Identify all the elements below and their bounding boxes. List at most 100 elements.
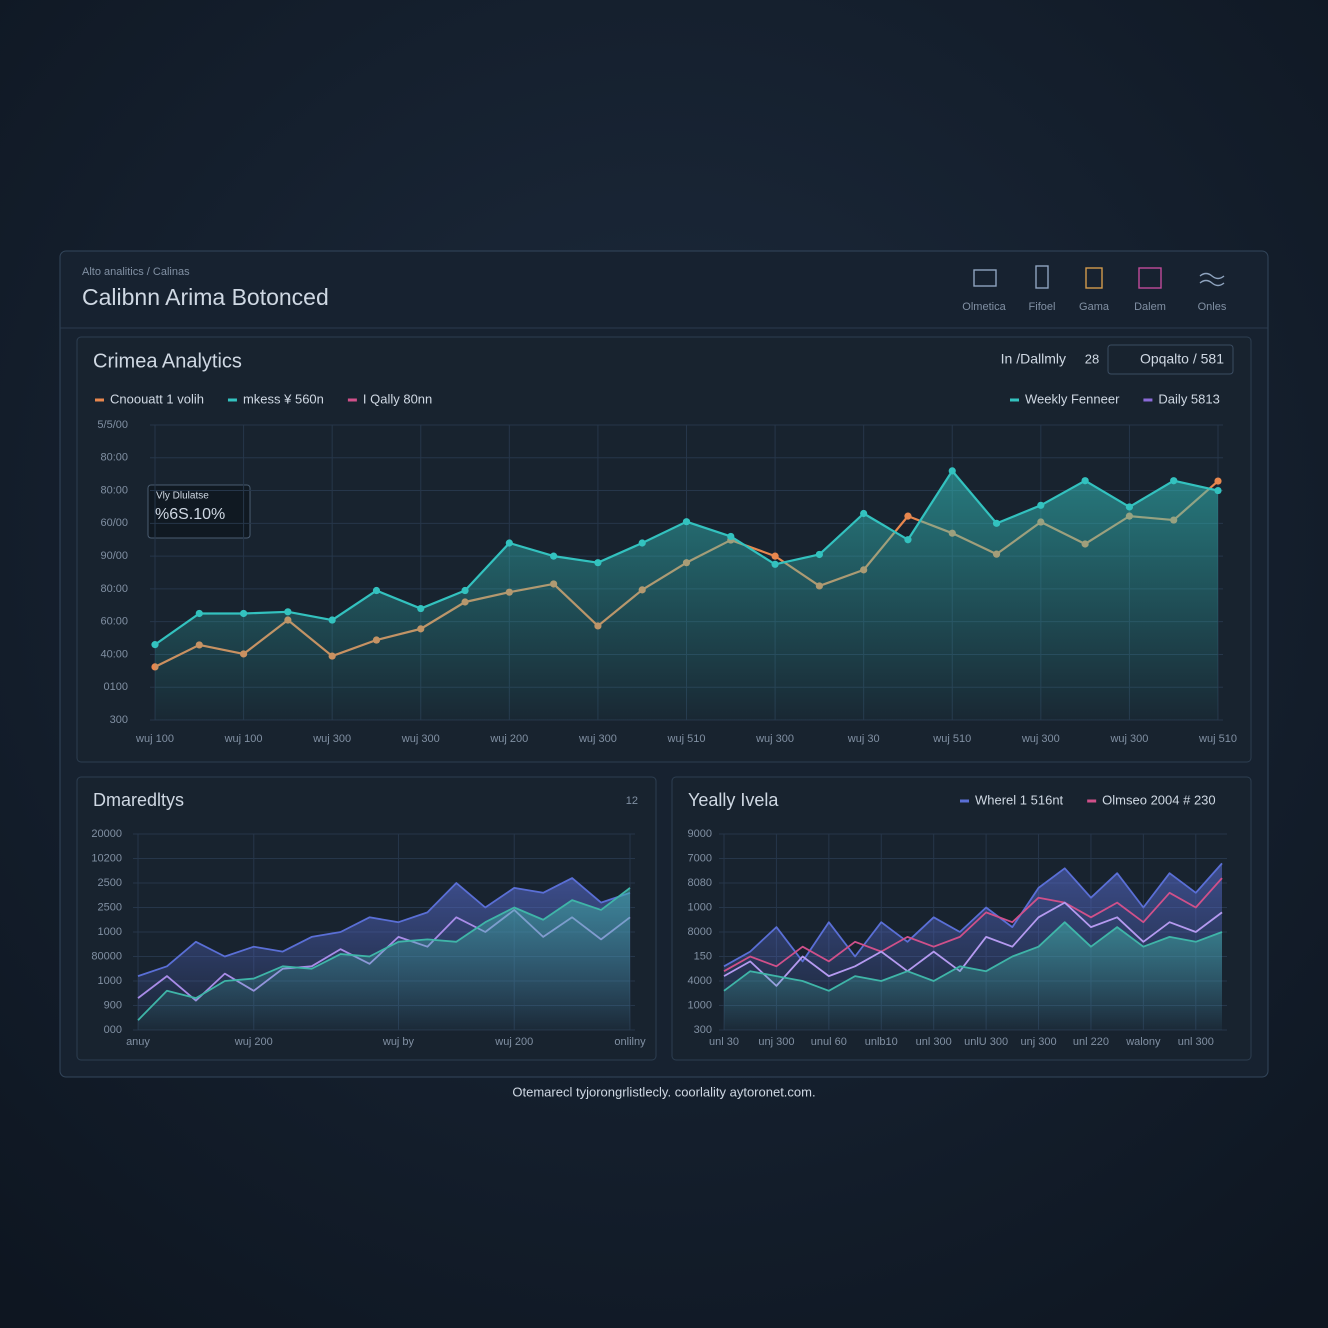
legend-label: I Qally 80nn [363,391,432,406]
y-tick-label: 1000 [98,975,122,987]
y-tick-label: 4000 [688,975,712,987]
x-tick-label: wuj 510 [1198,733,1237,745]
x-tick-label: wuj by [382,1036,415,1048]
select-box[interactable] [1107,344,1234,375]
legend-label: Weekly Fenneer [1025,391,1120,406]
y-tick-label: 80000 [91,950,122,962]
point [505,539,513,547]
line [723,877,1223,972]
y-tick-label: 2500 [98,901,122,913]
point [195,609,203,618]
y-tick-label: 7000 [688,852,712,864]
point [771,560,779,568]
point [328,616,336,624]
card-title: Yeally Ivela [688,790,779,810]
x-tick-label: unul 60 [811,1036,847,1048]
card-badge: 12 [626,795,638,807]
y-tick-label: 1000 [688,901,712,913]
x-tick-label: anuy [126,1036,150,1048]
dashboard-title: Calibnn Arima Botonced [82,284,329,310]
nav-icon [1085,267,1103,289]
point [550,552,558,560]
line [137,877,631,977]
point [860,509,868,518]
point [638,539,646,547]
count-control[interactable]: 28 [1085,351,1099,366]
y-tick-label: 8000 [688,926,712,938]
y-tick-label: 150 [694,950,712,962]
nav-item[interactable]: Dalem [1134,301,1166,313]
point [727,532,735,541]
legend-label: Wherel 1 516nt [975,792,1064,807]
x-tick-label: wuj 200 [234,1036,273,1048]
y-tick-label: 1000 [688,999,712,1011]
nav-icon [1199,272,1225,287]
point [682,518,691,526]
x-tick-label: unlb10 [865,1036,898,1048]
point [815,550,823,559]
y-tick-label: 9000 [688,828,712,840]
breadcrumb: Alto analitics / Calinas [82,266,190,278]
point [284,608,292,616]
point [948,467,956,475]
y-tick-label: 40:00 [100,648,128,660]
y-tick-label: 60:00 [100,616,128,628]
x-tick-label: wuj 300 [312,733,351,745]
tooltip-label: Vly Dlulatse [156,491,209,502]
x-tick-label: wuj 100 [224,733,263,745]
legend-label: Olmseo 2004 # 230 [1102,792,1215,807]
point [904,536,912,544]
point [417,604,425,613]
select-value[interactable]: Opqalto / 581 [1140,351,1224,367]
nav-icon [1138,267,1162,289]
y-tick-label: 80:00 [100,452,128,464]
nav-item[interactable]: Onles [1198,301,1227,313]
x-tick-label: unl 300 [916,1036,952,1048]
tooltip [147,484,251,539]
y-tick-label: 90/00 [100,550,128,562]
point [1170,477,1178,485]
x-tick-label: wuj 200 [489,733,528,745]
x-tick-label: wuj 200 [494,1036,533,1048]
card-title: Dmaredltys [93,790,184,810]
x-tick-label: unj 300 [1020,1036,1056,1048]
point [1214,486,1222,495]
y-tick-label: 000 [104,1024,122,1036]
x-tick-label: wuj 510 [932,733,971,745]
x-tick-label: wuj 510 [667,733,706,745]
x-tick-label: unlU 300 [964,1036,1008,1048]
y-tick-label: 300 [110,714,128,726]
point [1037,501,1045,509]
footer: Otemarecl tyjorongrlistlecly. coorlality… [512,1084,815,1099]
x-tick-label: unl 220 [1073,1036,1109,1048]
nav-item[interactable]: Fifoel [1029,301,1056,313]
point [1081,477,1089,485]
y-tick-label: 0100 [104,681,128,693]
point [1125,503,1134,511]
y-tick-label: 900 [104,999,122,1011]
x-tick-label: unl 30 [709,1036,739,1048]
nav-item[interactable]: Olmetica [962,301,1006,313]
y-tick-label: 2500 [98,877,122,889]
legend-label: Cnoouatt 1 volih [110,391,204,406]
x-tick-label: wuj 300 [578,733,617,745]
y-tick-label: 20000 [91,828,122,840]
x-tick-label: wuj 100 [135,733,174,745]
point [372,586,381,595]
x-tick-label: unj 300 [758,1036,794,1048]
point [461,586,469,595]
x-tick-label: wuj 30 [847,733,880,745]
point [239,609,248,618]
tooltip-value: %6S.10% [155,506,225,523]
period-control[interactable]: In /Dallmly [1001,351,1066,367]
nav [973,265,1225,289]
nav-item[interactable]: Gama [1079,301,1110,313]
x-tick-label: walony [1125,1036,1161,1048]
legend-label: mkess ¥ 560n [243,391,324,406]
point [151,641,159,649]
y-tick-label: 1000 [98,926,122,938]
point [771,552,779,560]
nav-icon [973,269,997,287]
point [594,559,602,567]
x-tick-label: wuj 300 [1021,733,1060,745]
